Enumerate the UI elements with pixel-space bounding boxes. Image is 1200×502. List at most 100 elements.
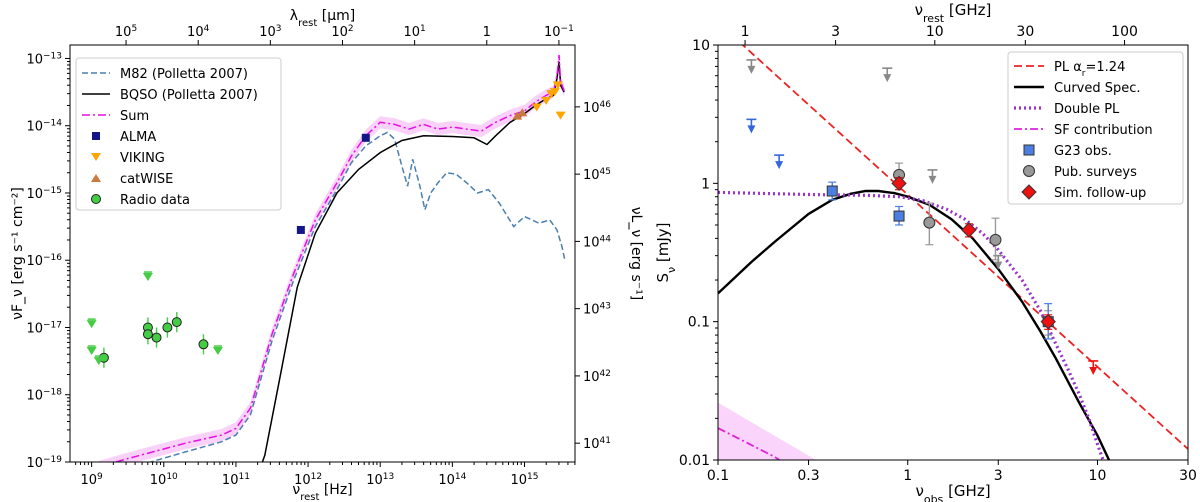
left-axes-frame (69, 44, 576, 463)
left-right-tick-label: 1046 (583, 100, 611, 116)
catwise-point (517, 108, 528, 117)
survey-upper-limit-head (883, 74, 892, 83)
radio-point (162, 322, 173, 333)
legend-swatch-viking (91, 153, 101, 161)
radio-limit-arrow (142, 273, 153, 282)
right-x-tick-label: 30 (1179, 468, 1197, 484)
series-line-dashdot (718, 427, 781, 460)
left-y-axis-label: νF_ν [erg s⁻¹ cm⁻²] (10, 187, 26, 320)
left-top-axis-label: λrest [μm] (290, 8, 355, 29)
radio-point (171, 317, 182, 328)
legend-label-radio: Radio data (120, 193, 190, 208)
legend-swatch-pub (1023, 165, 1035, 177)
series-line-dashdot (113, 55, 565, 462)
left-plot-area (86, 49, 566, 462)
right-legend-box (1007, 51, 1184, 205)
legend-label-sim: Sim. follow-up (1054, 186, 1146, 201)
left-y-tick-label: 10−13 (26, 51, 62, 67)
legend-label-m82: M82 (Polletta 2007) (120, 67, 248, 82)
left-y-tick-label: 10−15 (26, 186, 62, 202)
left-top-tick-label: 104 (187, 24, 210, 40)
viking-point (541, 96, 552, 105)
pub-survey-point (923, 216, 936, 229)
legend-label-curved: Curved Spec. (1054, 81, 1141, 96)
right-axes-frame (717, 44, 1189, 461)
radio-limit-arrow (93, 357, 104, 366)
radio-limit-arrow (86, 320, 97, 329)
legend-label-sf: SF contribution (1054, 123, 1153, 138)
right-top-tick-label: 10 (926, 24, 944, 40)
legend-swatch-catwise (91, 174, 101, 182)
left-right-tick-label: 1041 (583, 436, 611, 452)
legend-label-bqso: BQSO (Polletta 2007) (120, 88, 258, 103)
series-line-dashed (741, 45, 1188, 450)
left-sed-panel: 109 1010 1011 1012 1013 1014 101510−1910−1810−… (10, 8, 644, 502)
left-x-tick-label: 1014 (438, 472, 466, 488)
left-right-tick-label: 1042 (583, 369, 611, 385)
right-plot-area (718, 45, 1188, 460)
legend-label-pl: PL αr=1.24 (1054, 60, 1125, 79)
legend-label-sum: Sum (120, 109, 149, 124)
g23-point (893, 210, 905, 222)
right-x-tick-label: 0.1 (707, 468, 729, 484)
viking-point (552, 81, 563, 90)
right-x-tick-label: 3 (994, 468, 1003, 484)
legend-swatch-sim (1021, 184, 1037, 200)
series-line-solid (718, 189, 1111, 460)
g23-upper-limit-head (747, 125, 756, 134)
legend-label-pub: Pub. surveys (1054, 165, 1137, 180)
pub-survey-point (989, 233, 1002, 246)
right-top-tick-label: 30 (1016, 24, 1034, 40)
left-x-tick-label: 1011 (222, 472, 250, 488)
left-top-tick-label: 103 (259, 24, 281, 40)
right-top-tick-label: 3 (831, 24, 840, 40)
left-legend-box (75, 57, 282, 211)
series-line-dashed (148, 131, 566, 462)
radio-point (198, 339, 209, 350)
left-x-tick-label: 1012 (294, 472, 322, 488)
left-x-tick-label: 1010 (150, 472, 178, 488)
right-top-tick-label: 100 (1111, 24, 1138, 40)
left-y-tick-label: 10−18 (26, 388, 62, 404)
left-right-tick-label: 1044 (583, 234, 611, 250)
left-x-tick-label: 109 (81, 472, 104, 488)
alma-point (296, 225, 305, 234)
radio-limit-arrow (86, 347, 97, 356)
left-top-tick-label: 101 (403, 24, 425, 40)
catwise-point (512, 111, 523, 120)
legend-swatch-radio (91, 194, 101, 204)
survey-upper-limit-head (994, 261, 1003, 270)
legend-label-double: Double PL (1054, 102, 1120, 117)
legend-label-alma: ALMA (120, 130, 156, 145)
left-legend: M82 (Polletta 2007) BQSO (Polletta 2007) S… (75, 57, 282, 211)
right-y-tick-label: 0.01 (679, 453, 710, 469)
viking-point (555, 111, 566, 120)
survey-upper-limit-head (928, 175, 937, 184)
left-top-tick-label: 10−1 (544, 24, 574, 40)
left-x-tick-label: 1015 (511, 472, 539, 488)
left-x-axis-label: νrest [Hz] (292, 482, 352, 502)
left-y-tick-label: 10−19 (26, 455, 62, 471)
viking-point (549, 88, 560, 97)
right-y-tick-label: 10 (692, 38, 710, 54)
left-right-tick-label: 1043 (583, 302, 611, 318)
sf-uncertainty-band (718, 402, 816, 460)
right-y-axis-label: Sν [mJy] (654, 222, 678, 282)
right-x-axis-label: νobs [GHz] (915, 482, 990, 502)
right-y-tick-label: 1 (701, 176, 710, 192)
left-x-tick-label: 1013 (366, 472, 394, 488)
left-top-tick-label: 1 (483, 25, 491, 40)
sim-upper-limit-head (1089, 366, 1098, 375)
legend-label-catwise: catWISE (120, 172, 173, 187)
right-top-tick-label: 1 (741, 24, 750, 40)
g23-point (826, 185, 838, 197)
left-y-tick-label: 10−14 (26, 119, 62, 135)
right-x-tick-label: 1 (903, 468, 912, 484)
survey-upper-limit-head (747, 65, 756, 74)
g23-upper-limit-head (775, 161, 784, 170)
left-top-tick-label: 102 (331, 24, 353, 40)
sim-followup-point (891, 175, 907, 192)
right-legend: PL αr=1.24 Curved Spec. Double PL SF contri… (1007, 51, 1184, 205)
